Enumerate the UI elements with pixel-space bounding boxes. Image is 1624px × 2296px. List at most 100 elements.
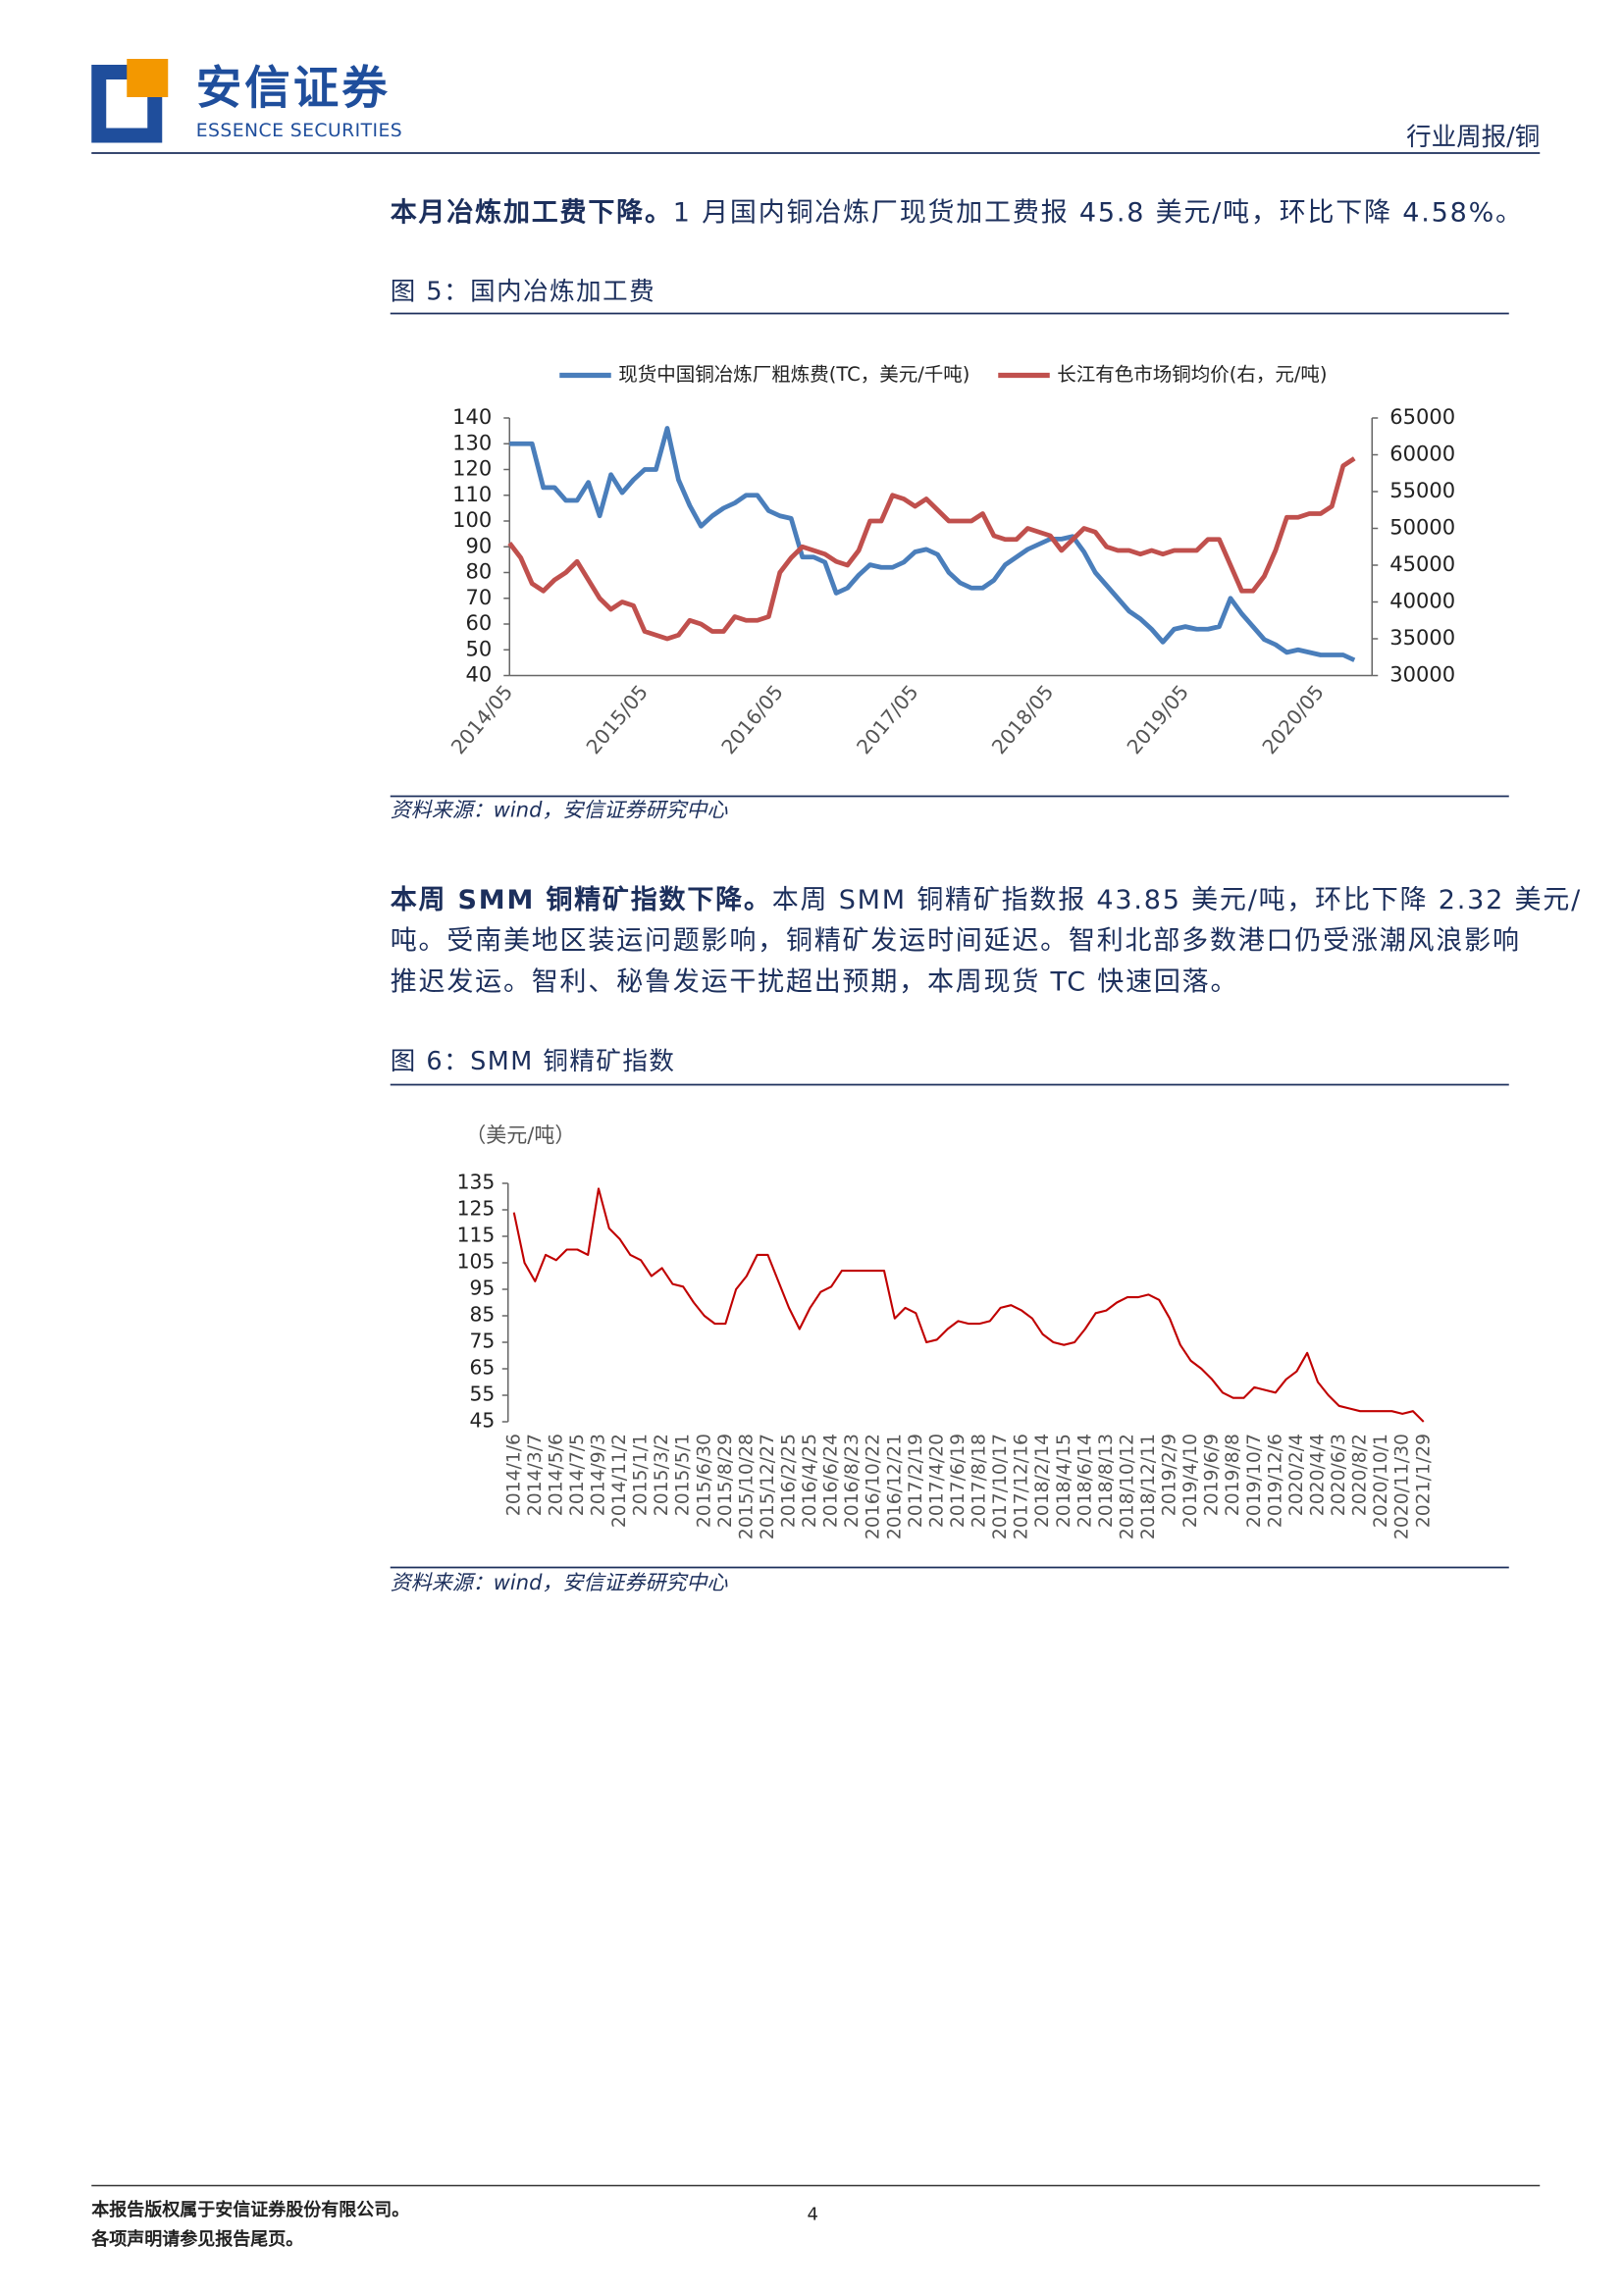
- y-tick-label: 120: [452, 457, 492, 481]
- x-tick-label: 2018/4/15: [1054, 1434, 1074, 1528]
- x-tick-label: 2019/2/9: [1160, 1434, 1180, 1516]
- x-tick-label: 2015/05: [582, 680, 653, 758]
- y2-tick-label: 30000: [1389, 663, 1455, 687]
- y2-tick-label: 35000: [1389, 626, 1455, 650]
- y-tick-label: 75: [469, 1330, 495, 1353]
- logo: [91, 59, 169, 143]
- legend-label: 长江有色市场铜均价(右，元/吨): [1057, 363, 1327, 386]
- x-tick-label: 2018/8/13: [1096, 1434, 1117, 1528]
- y2-tick-label: 60000: [1389, 443, 1455, 466]
- paragraph-text: 吨。受南美地区装运问题影响，铜精矿发运时间延迟。智利北部多数港口仍受涨潮风浪影响: [391, 926, 1521, 957]
- x-tick-label: 2016/05: [716, 680, 787, 758]
- x-tick-label: 2014/9/3: [588, 1434, 608, 1516]
- x-tick-label: 2014/11/2: [609, 1434, 630, 1528]
- y-tick-label: 65: [469, 1356, 495, 1380]
- figure-title: 图 5：国内冶炼加工费: [391, 278, 655, 307]
- figure-source: 资料来源：wind，安信证券研究中心: [391, 799, 729, 822]
- x-tick-label: 2014/05: [446, 680, 517, 758]
- x-tick-label: 2017/05: [852, 680, 922, 758]
- paragraph: 本周 SMM 铜精矿指数下降。本周 SMM 铜精矿指数报 43.85 美元/吨，…: [391, 884, 1582, 915]
- x-tick-label: 2020/6/3: [1329, 1434, 1349, 1516]
- x-tick-label: 2016/10/22: [864, 1434, 884, 1539]
- x-tick-label: 2015/1/1: [631, 1434, 652, 1516]
- x-tick-label: 2018/2/14: [1032, 1434, 1053, 1528]
- x-tick-label: 2018/10/12: [1117, 1434, 1137, 1539]
- x-tick-label: 2020/8/2: [1350, 1434, 1371, 1516]
- x-tick-label: 2016/6/24: [821, 1434, 842, 1528]
- page-number: 4: [808, 2205, 818, 2225]
- y-tick-label: 115: [457, 1224, 496, 1247]
- y-axis-label: （美元/吨）: [465, 1123, 575, 1147]
- y-tick-label: 110: [452, 483, 492, 506]
- paragraph-text: 1 月国内铜冶炼厂现货加工费报 45.8 美元/吨，环比下降 4.58%。: [673, 197, 1524, 228]
- x-tick-label: 2018/6/14: [1074, 1434, 1095, 1528]
- figure-source: 资料来源：wind，安信证券研究中心: [391, 1571, 729, 1594]
- y-tick-label: 60: [466, 611, 493, 635]
- y-tick-label: 70: [466, 586, 493, 609]
- y-tick-label: 55: [469, 1383, 495, 1406]
- y-tick-label: 95: [469, 1277, 495, 1300]
- y2-tick-label: 40000: [1389, 590, 1455, 613]
- x-tick-label: 2019/05: [1123, 680, 1193, 758]
- y-tick-label: 125: [457, 1197, 496, 1221]
- y2-tick-label: 65000: [1389, 405, 1455, 429]
- section-label: 行业周报/铜: [1406, 123, 1540, 152]
- x-tick-label: 2018/12/11: [1138, 1434, 1159, 1539]
- y2-tick-label: 50000: [1389, 516, 1455, 540]
- x-tick-label: 2015/5/1: [673, 1434, 694, 1516]
- x-tick-label: 2014/1/6: [503, 1434, 524, 1516]
- y-tick-label: 130: [452, 431, 492, 454]
- data-line: [512, 1187, 1425, 1423]
- logo-en: ESSENCE SECURITIES: [196, 121, 402, 141]
- y-tick-label: 85: [469, 1303, 495, 1327]
- x-tick-label: 2018/05: [987, 680, 1058, 758]
- x-tick-label: 2019/8/8: [1223, 1434, 1243, 1516]
- x-tick-label: 2021/1/29: [1413, 1434, 1434, 1528]
- paragraph: 本月冶炼加工费下降。1 月国内铜冶炼厂现货加工费报 45.8 美元/吨，环比下降…: [391, 196, 1524, 228]
- data-line: [509, 426, 1356, 662]
- x-tick-label: 2015/6/30: [694, 1434, 714, 1528]
- paragraph-lead: 本周 SMM 铜精矿指数下降。: [391, 884, 772, 915]
- x-tick-label: 2019/12/6: [1265, 1434, 1285, 1528]
- x-tick-label: 2015/8/29: [715, 1434, 736, 1528]
- chart: 45 55 65 75 85 95 105 115 125 135 2014/1/6 2014/3/7…: [457, 1123, 1435, 1539]
- x-tick-label: 2014/3/7: [525, 1434, 546, 1516]
- x-tick-label: 2017/8/18: [969, 1434, 990, 1528]
- x-tick-label: 2019/10/7: [1244, 1434, 1265, 1528]
- x-tick-label: 2015/12/27: [758, 1434, 778, 1539]
- paragraph-text: 本周 SMM 铜精矿指数报 43.85 美元/吨，环比下降 2.32 美元/: [772, 885, 1582, 915]
- y-tick-label: 90: [466, 534, 493, 557]
- x-tick-label: 2014/5/6: [546, 1434, 566, 1516]
- x-tick-label: 2020/05: [1257, 680, 1328, 758]
- footer-text: 各项声明请参见报告尾页。: [90, 2228, 303, 2250]
- x-tick-label: 2020/10/1: [1371, 1434, 1391, 1528]
- y-tick-label: 105: [457, 1250, 496, 1274]
- x-tick-label: 2019/4/10: [1180, 1434, 1201, 1528]
- logo-cn: 安信证券: [196, 62, 391, 115]
- x-tick-label: 2017/6/19: [948, 1434, 969, 1528]
- x-tick-label: 2019/6/9: [1202, 1434, 1223, 1516]
- x-tick-label: 2020/2/4: [1286, 1434, 1307, 1516]
- y-tick-label: 50: [466, 637, 493, 660]
- x-tick-label: 2015/3/2: [652, 1434, 672, 1516]
- legend-label: 现货中国铜冶炼厂粗炼费(TC，美元/千吨): [618, 363, 969, 386]
- x-tick-label: 2016/8/23: [842, 1434, 863, 1528]
- y-tick-label: 80: [466, 560, 493, 584]
- y2-tick-label: 45000: [1389, 552, 1455, 576]
- x-tick-label: 2016/2/25: [779, 1434, 800, 1528]
- y-tick-label: 45: [469, 1409, 495, 1433]
- logo-mark: [127, 59, 169, 97]
- x-tick-label: 2016/12/21: [884, 1434, 905, 1539]
- data-line: [507, 456, 1356, 642]
- x-tick-label: 2017/4/20: [926, 1434, 947, 1528]
- y2-tick-label: 55000: [1389, 479, 1455, 502]
- x-tick-label: 2016/4/25: [800, 1434, 820, 1528]
- footer-text: 本报告版权属于安信证券股份有限公司。: [91, 2199, 409, 2220]
- x-tick-label: 2020/4/4: [1307, 1434, 1328, 1516]
- paragraph-text: 推迟发运。智利、秘鲁发运干扰超出预期，本周现货 TC 快速回落。: [391, 967, 1239, 998]
- paragraph-lead: 本月冶炼加工费下降。: [391, 196, 673, 228]
- x-tick-label: 2020/11/30: [1392, 1434, 1413, 1539]
- figure-title: 图 6：SMM 铜精矿指数: [391, 1047, 676, 1076]
- x-tick-label: 2017/12/16: [1012, 1434, 1032, 1539]
